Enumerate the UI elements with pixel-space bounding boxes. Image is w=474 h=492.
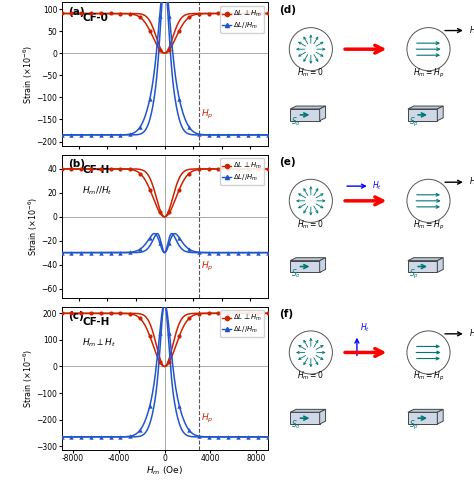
- Text: $S_o$: $S_o$: [291, 116, 301, 128]
- Text: $H_p$: $H_p$: [201, 260, 213, 273]
- Text: $S_o$: $S_o$: [291, 419, 301, 431]
- Text: (d): (d): [280, 5, 296, 15]
- Legend: $\Delta L\bot H_m$, $\Delta L//H_m$: $\Delta L\bot H_m$, $\Delta L//H_m$: [220, 6, 264, 33]
- Text: (f): (f): [280, 308, 293, 319]
- Text: CF-0: CF-0: [82, 12, 108, 23]
- Polygon shape: [290, 109, 319, 121]
- Polygon shape: [319, 409, 326, 424]
- Polygon shape: [408, 261, 438, 273]
- Polygon shape: [408, 258, 443, 261]
- Text: CF-H: CF-H: [82, 165, 109, 175]
- Text: (c): (c): [68, 311, 83, 321]
- Text: $H_m$: $H_m$: [469, 176, 474, 188]
- Text: $H_{m}$//$ H_{t}$: $H_{m}$//$ H_{t}$: [82, 184, 113, 197]
- Polygon shape: [408, 409, 443, 412]
- Legend: $\Delta L\bot H_m$, $\Delta L//H_m$: $\Delta L\bot H_m$, $\Delta L//H_m$: [220, 310, 264, 337]
- Polygon shape: [290, 258, 326, 261]
- Text: (b): (b): [68, 159, 85, 169]
- Polygon shape: [408, 109, 438, 121]
- Text: $H_m=H_p$: $H_m=H_p$: [413, 219, 444, 232]
- Polygon shape: [290, 106, 326, 109]
- Text: $H_m=H_p$: $H_m=H_p$: [413, 370, 444, 383]
- Text: $H_{m}\perp H_{t}$: $H_{m}\perp H_{t}$: [82, 337, 117, 349]
- Text: $H_p$: $H_p$: [201, 108, 213, 121]
- Polygon shape: [408, 412, 438, 424]
- Text: $H_p$: $H_p$: [201, 412, 213, 425]
- Text: $S_p$: $S_p$: [409, 116, 419, 129]
- Text: $H_t$: $H_t$: [360, 322, 370, 335]
- Polygon shape: [319, 106, 326, 121]
- Text: $H_m$: $H_m$: [469, 24, 474, 37]
- Text: $S_p$: $S_p$: [409, 268, 419, 281]
- Polygon shape: [438, 106, 443, 121]
- Text: $S_o$: $S_o$: [291, 267, 301, 280]
- Text: (e): (e): [280, 157, 296, 167]
- Y-axis label: Strain ($\times10^{-6}$): Strain ($\times10^{-6}$): [27, 197, 40, 256]
- Text: CF-H: CF-H: [82, 317, 109, 327]
- Polygon shape: [290, 409, 326, 412]
- Polygon shape: [290, 412, 319, 424]
- Text: $H_m=0$: $H_m=0$: [297, 218, 324, 231]
- Text: $H_m=0$: $H_m=0$: [297, 370, 324, 382]
- Y-axis label: Strain ($\times10^{-6}$): Strain ($\times10^{-6}$): [22, 45, 35, 104]
- Text: $S_p$: $S_p$: [409, 419, 419, 432]
- Text: $H_m=0$: $H_m=0$: [297, 66, 324, 79]
- Text: $H_t$: $H_t$: [372, 180, 382, 192]
- Polygon shape: [438, 258, 443, 273]
- Text: $H_m=H_p$: $H_m=H_p$: [413, 67, 444, 80]
- Text: $H_m$: $H_m$: [469, 328, 474, 340]
- Polygon shape: [438, 409, 443, 424]
- Polygon shape: [319, 258, 326, 273]
- Legend: $\Delta L\bot H_m$, $\Delta L//H_m$: $\Delta L\bot H_m$, $\Delta L//H_m$: [220, 158, 264, 185]
- Polygon shape: [290, 261, 319, 273]
- Text: (a): (a): [68, 7, 84, 17]
- Y-axis label: Strain ($\times10^{-6}$): Strain ($\times10^{-6}$): [22, 349, 35, 408]
- X-axis label: $H_{m}$ (Oe): $H_{m}$ (Oe): [146, 465, 183, 477]
- Polygon shape: [408, 106, 443, 109]
